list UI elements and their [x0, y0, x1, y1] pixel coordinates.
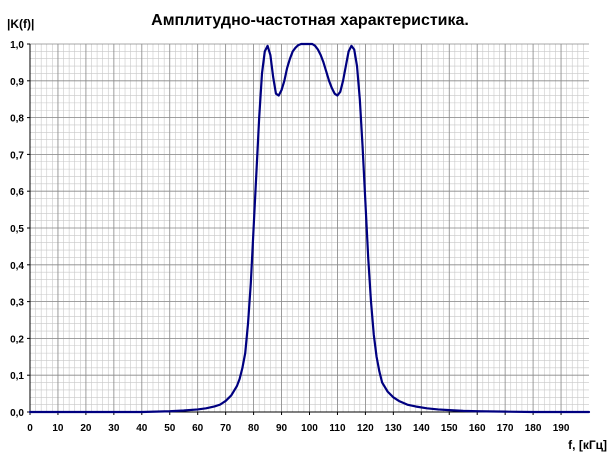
x-tick-label: 50: [164, 423, 176, 434]
x-tick-label: 130: [385, 423, 402, 434]
y-tick-label: 0,9: [10, 77, 24, 88]
y-tick-label: 0,6: [10, 187, 24, 198]
y-tick-label: 0,2: [10, 334, 24, 345]
x-tick-label: 70: [220, 423, 232, 434]
x-tick-label: 190: [553, 423, 570, 434]
y-tick-label: 0,4: [10, 261, 24, 272]
chart-title: Амплитудно-частотная характеристика.: [151, 12, 469, 29]
x-tick-label: 30: [108, 423, 120, 434]
y-axis-label: |K(f)|: [7, 17, 34, 31]
x-tick-label: 180: [525, 423, 542, 434]
x-tick-label: 40: [136, 423, 148, 434]
x-tick-label: 20: [80, 423, 92, 434]
series-line-k-f: [28, 42, 591, 414]
y-tick-label: 0,0: [10, 408, 24, 419]
x-axis-label: f, [кГц]: [568, 438, 607, 452]
x-tick-label: 80: [248, 423, 260, 434]
x-tick-label: 10: [52, 423, 64, 434]
y-tick-label: 0,1: [10, 371, 24, 382]
y-tick-label: 0,5: [10, 224, 24, 235]
y-tick-label: 1,0: [10, 40, 24, 51]
x-tick-label: 60: [192, 423, 204, 434]
grid-lines: [30, 43, 589, 412]
x-tick-label: 150: [441, 423, 458, 434]
x-tick-label: 110: [329, 423, 346, 434]
x-tick-label: 120: [357, 423, 374, 434]
y-tick-label: 0,8: [10, 114, 24, 125]
x-tick-label: 140: [413, 423, 430, 434]
x-tick-label: 100: [301, 423, 318, 434]
y-tick-label: 0,3: [10, 298, 24, 309]
y-tick-label: 0,7: [10, 150, 24, 161]
x-tick-label: 170: [497, 423, 514, 434]
x-tick-label: 90: [276, 423, 288, 434]
x-tick-label: 0: [27, 423, 33, 434]
plot-area: 0 10 20 30 40 50 60 70 80 90 100 110 120 130 140 150 160…: [10, 40, 591, 434]
x-tick-label: 160: [469, 423, 486, 434]
